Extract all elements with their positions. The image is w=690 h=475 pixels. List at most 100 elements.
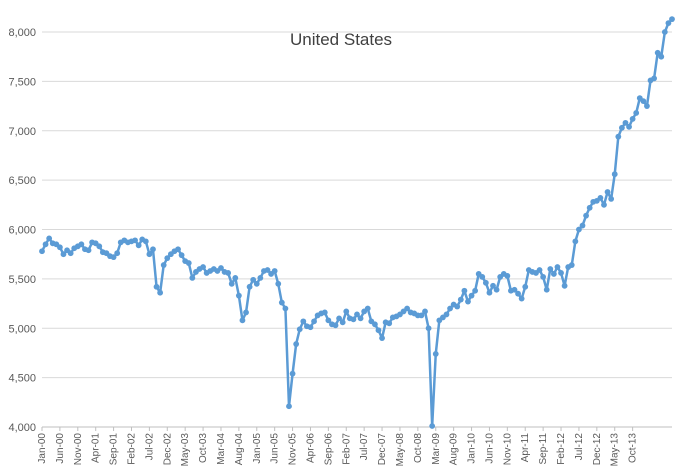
x-tick-label: Aug-04: [234, 433, 245, 466]
data-point: [658, 53, 665, 60]
data-point: [404, 305, 411, 312]
data-point: [493, 286, 500, 293]
x-tick-label: Aug-09: [449, 433, 460, 466]
x-tick-label: Feb-07: [341, 433, 352, 465]
data-point: [289, 370, 296, 377]
data-point: [57, 244, 63, 251]
data-point: [42, 241, 49, 248]
data-point: [457, 296, 464, 303]
data-point: [178, 252, 185, 259]
data-point: [543, 286, 550, 293]
data-point: [293, 341, 300, 347]
data-point: [253, 280, 260, 287]
data-point: [511, 286, 518, 293]
data-point: [225, 270, 232, 276]
data-point: [175, 246, 181, 253]
x-tick-label: Jul-02: [144, 433, 155, 461]
data-point: [604, 189, 611, 195]
data-point: [486, 289, 493, 296]
data-point: [271, 268, 278, 274]
data-point: [558, 270, 564, 276]
data-point: [150, 246, 156, 253]
x-tick-label: Dec-02: [162, 433, 173, 466]
y-tick-label: 7,000: [8, 126, 36, 138]
data-point: [246, 283, 253, 290]
x-tick-label: Oct-13: [628, 433, 639, 463]
x-tick-label: Apr-11: [520, 433, 531, 463]
data-point: [669, 16, 675, 23]
data-point: [39, 248, 45, 255]
x-tick-label: Oct-03: [198, 433, 209, 463]
data-point: [432, 351, 439, 357]
data-point: [67, 250, 74, 257]
data-point: [189, 274, 196, 281]
data-point: [60, 251, 67, 258]
data-point: [354, 311, 360, 318]
data-point: [160, 262, 167, 268]
data-point: [583, 212, 589, 219]
y-tick-label: 7,500: [8, 76, 36, 88]
data-point: [461, 287, 468, 294]
data-point: [185, 260, 192, 266]
x-tick-label: Jul-07: [359, 433, 370, 461]
y-tick-label: 4,500: [8, 373, 36, 385]
data-point: [608, 195, 615, 202]
data-point: [235, 292, 242, 299]
x-tick-label: Jun-05: [270, 433, 281, 464]
data-point: [275, 280, 282, 287]
data-point: [282, 305, 289, 312]
data-point: [482, 279, 489, 286]
data-point: [135, 242, 142, 249]
data-point: [379, 335, 385, 342]
x-tick-label: May-03: [180, 433, 191, 467]
data-point: [343, 308, 350, 315]
x-tick-label: Feb-12: [556, 433, 567, 465]
data-point: [350, 316, 357, 323]
data-point: [46, 235, 53, 242]
data-point: [472, 287, 479, 294]
data-point: [114, 250, 121, 257]
data-point: [232, 274, 239, 281]
data-point: [300, 318, 307, 325]
data-point: [576, 226, 582, 233]
y-tick-label: 8,000: [8, 27, 36, 39]
data-point: [142, 238, 149, 245]
data-point: [579, 222, 586, 229]
data-point: [586, 204, 593, 211]
data-point: [490, 282, 496, 289]
data-point: [264, 267, 271, 273]
x-tick-label: Dec-07: [377, 433, 388, 466]
data-point: [218, 265, 224, 271]
data-point: [286, 403, 292, 410]
data-point: [518, 295, 525, 302]
x-tick-label: Apr-06: [305, 433, 316, 463]
data-point: [386, 320, 393, 327]
data-point: [661, 29, 668, 35]
x-tick-label: May-13: [610, 433, 621, 467]
data-point: [200, 264, 206, 270]
data-point: [164, 255, 171, 262]
x-tick-label: Oct-08: [413, 433, 424, 463]
data-point: [465, 298, 471, 305]
data-point: [153, 283, 160, 290]
data-point: [568, 262, 575, 268]
label-layer: 4,000 4,500 5,000 5,500 6,000 6,500 7,000 7,500…: [8, 27, 638, 466]
x-tick-label: Jul-12: [574, 433, 585, 461]
y-tick-label: 4,000: [8, 422, 36, 434]
data-point: [375, 327, 382, 334]
data-point: [85, 247, 92, 254]
data-point: [615, 133, 622, 140]
data-point: [479, 274, 486, 280]
data-point: [468, 292, 475, 299]
data-point: [547, 266, 554, 272]
data-point: [522, 283, 529, 290]
y-tick-label: 5,000: [8, 323, 36, 335]
data-point: [325, 317, 332, 324]
x-tick-label: Sep-11: [538, 433, 549, 465]
data-point: [239, 317, 246, 324]
y-tick-label: 5,500: [8, 274, 36, 286]
data-point: [278, 299, 285, 306]
data-point: [257, 274, 264, 281]
chart-title: United States: [290, 30, 393, 49]
